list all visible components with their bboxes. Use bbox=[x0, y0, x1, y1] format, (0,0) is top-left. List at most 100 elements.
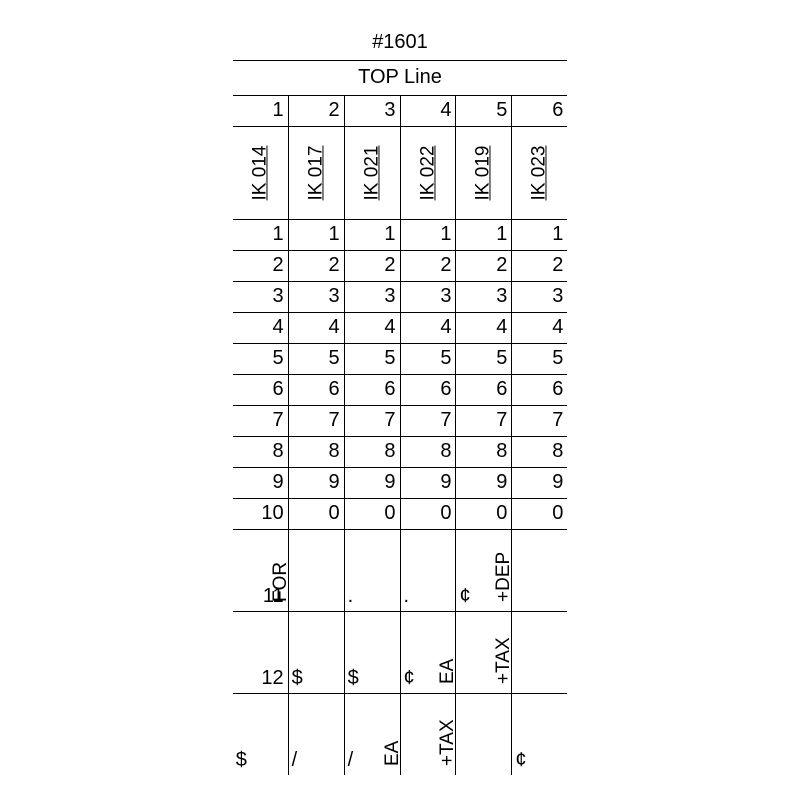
cell: 3 bbox=[288, 281, 344, 312]
cell: . bbox=[400, 529, 456, 611]
cell: 8 bbox=[344, 436, 400, 467]
cell: 7 bbox=[288, 405, 344, 436]
table-row: 888888 bbox=[233, 436, 568, 467]
cell: 1 bbox=[456, 219, 512, 250]
col-num: 6 bbox=[512, 95, 567, 126]
cell: 0 bbox=[456, 498, 512, 529]
subtitle-row: TOP Line bbox=[233, 60, 568, 95]
table-row: 444444 bbox=[233, 312, 568, 343]
cell: 6 bbox=[344, 374, 400, 405]
cell: 9 bbox=[456, 467, 512, 498]
cell: 4 bbox=[288, 312, 344, 343]
row-12: 12 $ $ ¢ EA +TAX bbox=[233, 611, 568, 693]
row-last: $ / / EA +TAX ¢ bbox=[233, 693, 568, 775]
ik-code: IK 021 bbox=[344, 126, 400, 219]
cell: 1 bbox=[400, 219, 456, 250]
cell: 2 bbox=[344, 250, 400, 281]
cell: 1 bbox=[512, 219, 567, 250]
cell: 4 bbox=[344, 312, 400, 343]
cell: +DEP bbox=[512, 529, 567, 611]
cell: 6 bbox=[288, 374, 344, 405]
cell: +TAX bbox=[456, 693, 512, 775]
cell: . bbox=[344, 529, 400, 611]
table-row: 222222 bbox=[233, 250, 568, 281]
cell: 9 bbox=[344, 467, 400, 498]
cell: 9 bbox=[512, 467, 567, 498]
cell: 5 bbox=[288, 343, 344, 374]
cell: 7 bbox=[456, 405, 512, 436]
table-row: 1000000 bbox=[233, 498, 568, 529]
cell: 5 bbox=[344, 343, 400, 374]
cell: 7 bbox=[344, 405, 400, 436]
cell: $ bbox=[344, 611, 400, 693]
row-index: 12 bbox=[233, 611, 288, 693]
cell: 6 bbox=[512, 374, 567, 405]
cell: FOR bbox=[288, 529, 344, 611]
cell: 2 bbox=[233, 250, 288, 281]
cell: 7 bbox=[512, 405, 567, 436]
cell: 5 bbox=[456, 343, 512, 374]
cell: 0 bbox=[288, 498, 344, 529]
cell: 5 bbox=[233, 343, 288, 374]
cell: 6 bbox=[400, 374, 456, 405]
cell: 7 bbox=[233, 405, 288, 436]
subtitle-cell: TOP Line bbox=[233, 60, 568, 95]
cell: 8 bbox=[456, 436, 512, 467]
ik-code: IK 023 bbox=[512, 126, 567, 219]
table-row: 111111 bbox=[233, 219, 568, 250]
cell: 0 bbox=[400, 498, 456, 529]
cell: 4 bbox=[233, 312, 288, 343]
cell: 4 bbox=[512, 312, 567, 343]
row-11: 11 FOR . . ¢ +DEP bbox=[233, 529, 568, 611]
cell: 1 bbox=[288, 219, 344, 250]
cell: 3 bbox=[233, 281, 288, 312]
band-chart-table: #1601 TOP Line 1 2 3 4 5 6 IK 014 IK 017… bbox=[233, 26, 568, 775]
cell: 8 bbox=[233, 436, 288, 467]
col-num: 4 bbox=[400, 95, 456, 126]
cell: 9 bbox=[400, 467, 456, 498]
cell: 2 bbox=[288, 250, 344, 281]
page-container: #1601 TOP Line 1 2 3 4 5 6 IK 014 IK 017… bbox=[0, 0, 800, 800]
cell: 10 bbox=[233, 498, 288, 529]
cell: 7 bbox=[400, 405, 456, 436]
cell: / bbox=[288, 693, 344, 775]
cell: 5 bbox=[512, 343, 567, 374]
cell: 6 bbox=[456, 374, 512, 405]
table-row: 999999 bbox=[233, 467, 568, 498]
cell: 2 bbox=[456, 250, 512, 281]
cell: 0 bbox=[512, 498, 567, 529]
cell: 8 bbox=[288, 436, 344, 467]
cell: 8 bbox=[512, 436, 567, 467]
cell: 8 bbox=[400, 436, 456, 467]
ik-code: IK 022 bbox=[400, 126, 456, 219]
col-num: 5 bbox=[456, 95, 512, 126]
table-row: 777777 bbox=[233, 405, 568, 436]
cell: $ bbox=[233, 693, 288, 775]
column-number-row: 1 2 3 4 5 6 bbox=[233, 95, 568, 126]
cell: 2 bbox=[400, 250, 456, 281]
table-row: 555555 bbox=[233, 343, 568, 374]
cell: 6 bbox=[233, 374, 288, 405]
cell: 3 bbox=[344, 281, 400, 312]
cell: 4 bbox=[400, 312, 456, 343]
cell: 3 bbox=[456, 281, 512, 312]
ik-code: IK 019 bbox=[456, 126, 512, 219]
cell: 4 bbox=[456, 312, 512, 343]
ik-code: IK 014 bbox=[233, 126, 288, 219]
col-num: 1 bbox=[233, 95, 288, 126]
cell: 1 bbox=[233, 219, 288, 250]
ik-code-row: IK 014 IK 017 IK 021 IK 022 IK 019 IK 02… bbox=[233, 126, 568, 219]
table-row: 333333 bbox=[233, 281, 568, 312]
title-cell: #1601 bbox=[233, 26, 568, 61]
col-num: 3 bbox=[344, 95, 400, 126]
col-num: 2 bbox=[288, 95, 344, 126]
table-row: 666666 bbox=[233, 374, 568, 405]
ik-code: IK 017 bbox=[288, 126, 344, 219]
cell: $ bbox=[288, 611, 344, 693]
cell: 3 bbox=[400, 281, 456, 312]
cell: 3 bbox=[512, 281, 567, 312]
cell: 2 bbox=[512, 250, 567, 281]
cell: 9 bbox=[288, 467, 344, 498]
cell: 5 bbox=[400, 343, 456, 374]
cell: 0 bbox=[344, 498, 400, 529]
